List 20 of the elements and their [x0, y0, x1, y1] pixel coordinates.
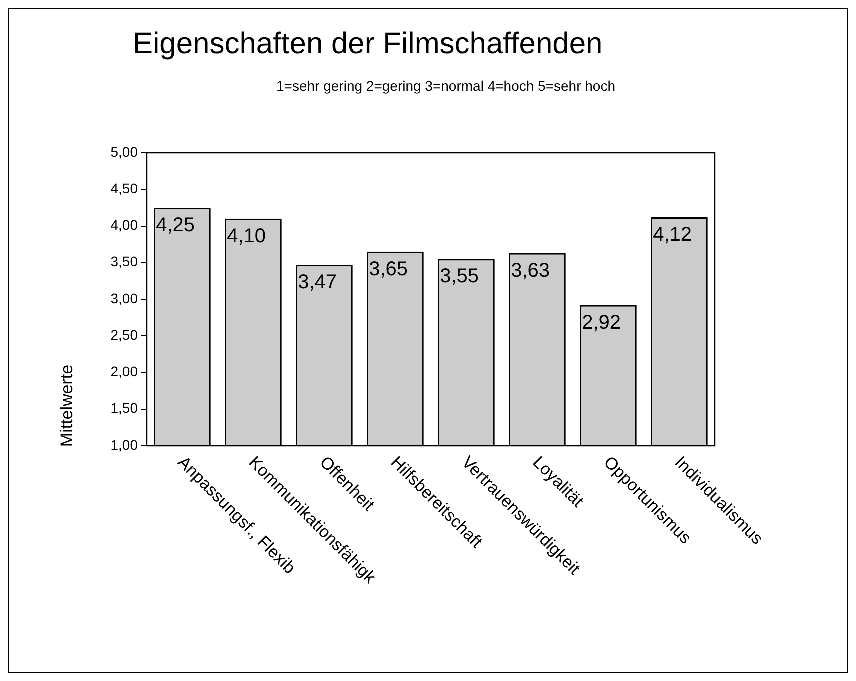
data-label: 4,10 — [227, 225, 266, 248]
y-tick-label: 1,50 — [110, 400, 138, 416]
y-tick-label: 2,50 — [110, 326, 138, 343]
chart-subtitle: 1=sehr gering 2=gering 3=normal 4=hoch 5=sehr hoch — [276, 78, 616, 94]
chart-title: Eigenschaften der Filmschaffenden — [133, 27, 603, 60]
y-tick-label: 1,00 — [110, 436, 138, 453]
data-label: 4,12 — [653, 224, 692, 246]
y-tick-label: 3,00 — [110, 290, 138, 306]
y-tick-label: 5,00 — [110, 144, 138, 160]
data-label: 3,65 — [369, 258, 408, 280]
data-label: 4,25 — [156, 214, 196, 236]
data-label: 3,63 — [511, 260, 550, 282]
y-tick-label: 4,00 — [110, 217, 138, 234]
data-label: 2,92 — [582, 312, 622, 334]
data-label: 3,47 — [298, 272, 338, 294]
y-axis-title: Mittelwerte — [58, 364, 77, 448]
data-label: 3,55 — [440, 266, 480, 288]
y-tick-label: 3,50 — [110, 254, 138, 270]
y-tick-label: 2,00 — [110, 364, 138, 380]
y-tick-label: 4,50 — [110, 180, 138, 196]
